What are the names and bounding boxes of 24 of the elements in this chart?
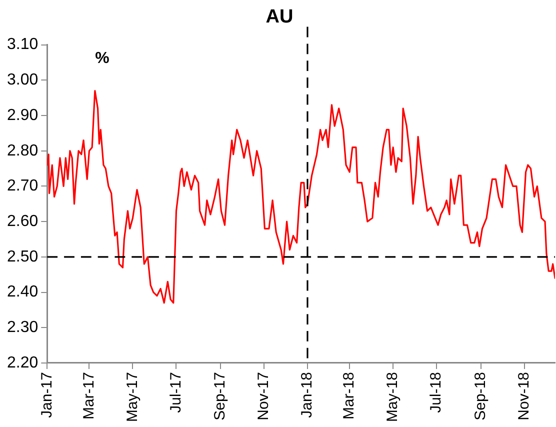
x-tick-label: Sep-18	[472, 372, 489, 420]
x-tick-label: Jan-18	[298, 372, 316, 418]
y-tick-label: 2.60	[7, 212, 38, 230]
y-tick-label: 3.00	[7, 72, 38, 89]
y-tick-label: 2.40	[7, 284, 38, 301]
y-tick-label: 2.30	[7, 319, 38, 336]
annotation: %	[95, 50, 110, 68]
y-tick-label: 2.20	[7, 354, 38, 372]
x-tick-label: Nov-18	[515, 372, 532, 420]
x-tick-label: Sep-17	[212, 372, 229, 420]
y-tick-label: 2.70	[7, 178, 38, 195]
x-tick-label: Jul-17	[167, 372, 184, 413]
x-tick-label: Jan-17	[38, 372, 56, 418]
x-tick-label: Nov-17	[255, 372, 272, 420]
x-tick-label: May-18	[384, 372, 402, 422]
y-tick-label: 2.50	[7, 248, 38, 266]
y-tick-label: 2.90	[7, 106, 38, 124]
x-tick-label: Mar-17	[80, 372, 98, 420]
y-tick-label: 3.10	[7, 36, 38, 54]
y-tick-label: 2.80	[7, 142, 38, 160]
chart-title: AU	[266, 6, 294, 28]
x-tick-label: Mar-18	[340, 372, 358, 420]
x-tick-label: Jul-18	[428, 372, 445, 413]
x-tick-label: May-17	[124, 372, 141, 422]
